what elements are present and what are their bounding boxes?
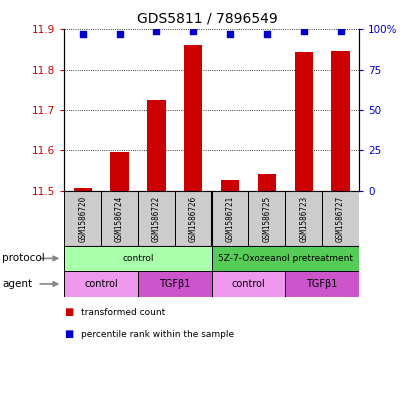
Text: transformed count: transformed count [81,308,165,317]
Text: control: control [84,279,118,289]
Text: GSM1586722: GSM1586722 [152,195,161,242]
Text: GSM1586723: GSM1586723 [299,195,308,242]
Text: agent: agent [2,279,32,289]
Bar [147,100,166,191]
Bar [286,271,359,297]
Text: ■: ■ [64,329,73,339]
Bar [64,271,138,297]
Text: TGFβ1: TGFβ1 [159,279,190,289]
Text: control: control [232,279,265,289]
Bar [138,271,212,297]
Bar [212,246,359,271]
Bar [258,174,276,191]
Bar [64,191,101,246]
Point [227,31,233,37]
Bar [295,51,313,191]
Point [116,31,123,37]
Text: GSM1586724: GSM1586724 [115,195,124,242]
Text: GSM1586726: GSM1586726 [189,195,198,242]
Bar [184,45,203,191]
Point [264,31,270,37]
Text: 5Z-7-Oxozeanol pretreatment: 5Z-7-Oxozeanol pretreatment [218,254,353,263]
Text: GDS5811 / 7896549: GDS5811 / 7896549 [137,12,278,26]
Bar [110,152,129,191]
Text: GSM1586727: GSM1586727 [336,195,345,242]
Bar [212,271,286,297]
Text: GSM1586725: GSM1586725 [262,195,271,242]
Point [79,31,86,37]
Bar [138,191,175,246]
Text: control: control [122,254,154,263]
Bar [221,180,239,191]
Bar [175,191,212,246]
Point [300,28,307,34]
Bar [101,191,138,246]
Bar [73,188,92,191]
Bar [331,51,350,191]
Text: TGFβ1: TGFβ1 [306,279,338,289]
Point [337,28,344,34]
Text: GSM1586720: GSM1586720 [78,195,87,242]
Text: ■: ■ [64,307,73,318]
Point [153,28,160,34]
Text: GSM1586721: GSM1586721 [226,195,234,242]
Text: protocol: protocol [2,253,45,263]
Text: percentile rank within the sample: percentile rank within the sample [81,330,234,338]
Bar [322,191,359,246]
Bar [64,246,212,271]
Bar [249,191,286,246]
Point [190,28,197,34]
Bar [286,191,322,246]
Bar [212,191,249,246]
